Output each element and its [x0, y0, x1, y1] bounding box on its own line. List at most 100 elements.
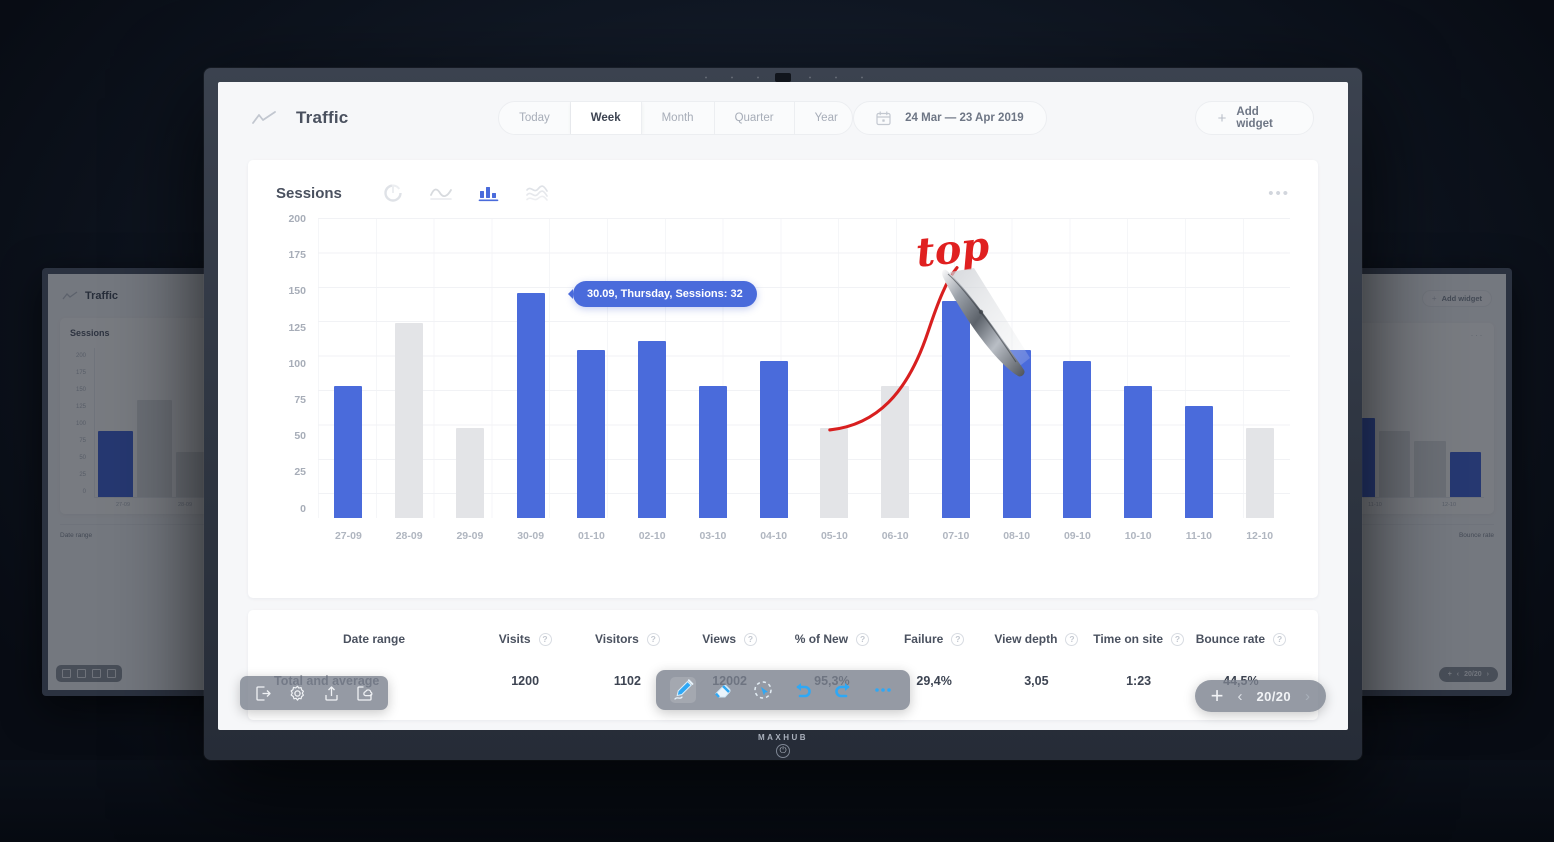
- line-chart-icon: [62, 291, 78, 300]
- area-chart-icon[interactable]: [526, 182, 548, 204]
- bar-slot[interactable]: [743, 218, 804, 518]
- help-icon[interactable]: ?: [1065, 632, 1079, 646]
- bar-slot[interactable]: [804, 218, 865, 518]
- chevron-left-icon: ‹: [1456, 671, 1460, 678]
- help-icon[interactable]: ?: [856, 632, 870, 646]
- x-axis-tick: 11-10: [1185, 530, 1213, 542]
- table-header-cell: Views?: [679, 616, 781, 660]
- chart-bar[interactable]: [1063, 360, 1092, 518]
- period-tab-quarter[interactable]: Quarter: [715, 102, 795, 134]
- chevron-left-icon[interactable]: ‹: [1237, 687, 1243, 705]
- bar-slot[interactable]: [561, 218, 622, 518]
- eraser-icon[interactable]: [710, 677, 736, 703]
- redo-icon[interactable]: [830, 677, 856, 703]
- table-cell: 3,05: [1024, 674, 1049, 688]
- chart-bar[interactable]: [1124, 386, 1153, 518]
- exit-icon[interactable]: [254, 684, 272, 702]
- os-toolbar-annotation[interactable]: [656, 670, 910, 710]
- help-icon[interactable]: ?: [1171, 632, 1185, 646]
- period-tab-year[interactable]: Year: [814, 112, 838, 124]
- os-toolbar-left[interactable]: [240, 676, 388, 710]
- table-header-label: View depth: [994, 632, 1058, 646]
- bar-slot[interactable]: [379, 218, 440, 518]
- side-chart-bar: [137, 400, 172, 497]
- date-range-picker[interactable]: 24 Mar — 23 Apr 2019: [853, 101, 1047, 135]
- chart-bar[interactable]: [455, 428, 484, 518]
- chart-bar[interactable]: [1184, 405, 1213, 518]
- help-icon[interactable]: ?: [1273, 632, 1287, 646]
- os-toolbar-pager[interactable]: + ‹ 20/20 ›: [1194, 680, 1326, 712]
- chart-bar[interactable]: [638, 341, 667, 518]
- more-icon[interactable]: [870, 677, 896, 703]
- period-switch[interactable]: Today Week Month Quarter Year: [498, 101, 854, 135]
- bar-slot[interactable]: [440, 218, 501, 518]
- help-icon[interactable]: ?: [538, 632, 552, 646]
- cloud-save-icon[interactable]: [356, 684, 374, 702]
- side-right-add-widget-label: Add widget: [1441, 294, 1482, 303]
- brand-label: MAXHUB: [757, 732, 809, 742]
- side-axis-tick: 75: [79, 438, 86, 444]
- side-axis-tick: 200: [75, 353, 86, 359]
- bar-slot[interactable]: [622, 218, 683, 518]
- side-axis-tick: 175: [75, 370, 86, 376]
- chart-bar[interactable]: [820, 428, 849, 518]
- chart-bar[interactable]: [698, 386, 727, 518]
- bar-slot[interactable]: [1169, 218, 1230, 518]
- line-chart-icon[interactable]: [429, 182, 452, 204]
- chart-bar[interactable]: [881, 386, 910, 518]
- bar-slot[interactable]: [683, 218, 744, 518]
- pen-icon[interactable]: [670, 677, 696, 703]
- chart-bar[interactable]: [941, 300, 970, 518]
- chart-bar[interactable]: [395, 323, 424, 518]
- side-axis-tick: 25: [79, 472, 86, 478]
- chart-bar[interactable]: [1002, 350, 1031, 518]
- undo-icon[interactable]: [790, 677, 816, 703]
- lasso-select-icon[interactable]: [750, 677, 776, 703]
- chevron-right-icon[interactable]: ›: [1305, 687, 1310, 705]
- chart-bar[interactable]: [759, 360, 788, 518]
- bar-slot[interactable]: [1047, 218, 1108, 518]
- add-widget-button[interactable]: + Add widget: [1194, 101, 1314, 135]
- help-icon[interactable]: ?: [646, 632, 660, 646]
- header-right: 24 Mar — 23 Apr 2019 + Add widget: [853, 101, 1314, 135]
- table-header-label: % of New: [794, 632, 849, 646]
- chart-bar[interactable]: [516, 293, 545, 518]
- table-header-label: Views: [702, 632, 737, 646]
- chart-options-menu[interactable]: •••: [1268, 184, 1290, 202]
- plus-icon[interactable]: +: [1210, 683, 1224, 709]
- power-icon[interactable]: ⏻: [776, 743, 790, 758]
- bar-slot[interactable]: [500, 218, 561, 518]
- chevron-right-icon: ›: [1486, 671, 1489, 678]
- calendar-icon: [876, 110, 891, 125]
- help-icon[interactable]: ?: [744, 632, 758, 646]
- x-axis-tick: 29-09: [456, 530, 484, 542]
- side-left-bars: [94, 348, 214, 498]
- bar-slot[interactable]: [1108, 218, 1169, 518]
- exit-icon: [62, 669, 71, 678]
- bar-slot[interactable]: [1229, 218, 1290, 518]
- floor: [0, 760, 1554, 842]
- pie-chart-icon[interactable]: [382, 182, 404, 204]
- chart-bar[interactable]: [577, 350, 606, 518]
- table-header-cell: View depth?: [985, 616, 1087, 660]
- y-axis-tick: 75: [294, 393, 306, 406]
- period-tab-week[interactable]: Week: [570, 102, 642, 134]
- gear-icon[interactable]: [288, 684, 306, 702]
- bar-chart-icon[interactable]: [478, 182, 500, 204]
- chart-title: Sessions: [276, 184, 342, 202]
- camera-module: [775, 73, 791, 82]
- chart-bar[interactable]: [1245, 428, 1274, 518]
- period-tab-today[interactable]: Today: [499, 102, 571, 134]
- bar-slot[interactable]: [318, 218, 379, 518]
- chart-bar[interactable]: [334, 386, 363, 518]
- date-range-text: 24 Mar — 23 Apr 2019: [905, 112, 1024, 124]
- table-header-label: Time on site: [1093, 632, 1164, 646]
- bar-slot[interactable]: [986, 218, 1047, 518]
- help-icon[interactable]: ?: [951, 632, 965, 646]
- x-axis-tick: 05-10: [820, 530, 848, 542]
- period-tab-month[interactable]: Month: [642, 102, 715, 134]
- side-pager-text: 20/20: [1464, 671, 1482, 678]
- share-icon[interactable]: [322, 684, 340, 702]
- y-axis-tick: 125: [288, 321, 306, 334]
- table-header-label: Failure: [903, 632, 944, 646]
